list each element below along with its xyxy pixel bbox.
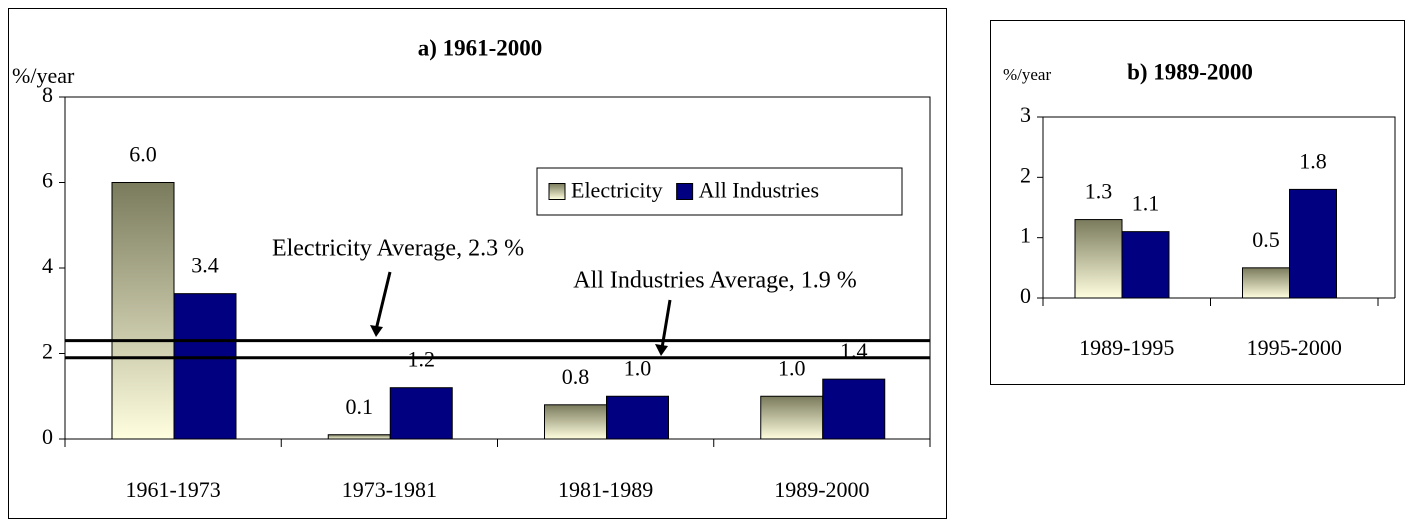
value-label: 1.3 bbox=[1085, 179, 1113, 204]
y-tick-label: 6 bbox=[42, 168, 53, 193]
legend-label: Electricity bbox=[571, 178, 663, 203]
x-tick-label: 1995-2000 bbox=[1247, 335, 1342, 360]
value-label: 0.1 bbox=[346, 394, 374, 419]
y-tick-label: 4 bbox=[42, 253, 53, 278]
plot-frame bbox=[65, 96, 931, 439]
annotation: Electricity Average, 2.3 % bbox=[272, 236, 524, 262]
bar bbox=[606, 395, 669, 440]
y-tick-label: 0 bbox=[1020, 283, 1031, 308]
value-label: 3.4 bbox=[191, 253, 219, 278]
bar bbox=[544, 404, 607, 440]
legend-swatch bbox=[548, 183, 566, 200]
y-tick-label: 2 bbox=[1020, 162, 1031, 187]
bar bbox=[111, 182, 175, 440]
bar bbox=[1289, 188, 1337, 299]
chart-frame bbox=[8, 8, 947, 519]
x-tick-label: 1981-1989 bbox=[558, 477, 653, 502]
value-label: 0.5 bbox=[1252, 227, 1280, 252]
bar bbox=[822, 378, 886, 440]
value-label: 6.0 bbox=[129, 142, 157, 167]
chart-frame bbox=[990, 20, 1405, 385]
annotation: All Industries Average, 1.9 % bbox=[573, 268, 857, 294]
y-axis-label: %/year bbox=[12, 63, 75, 88]
legend-swatch bbox=[676, 183, 694, 200]
bar bbox=[760, 395, 824, 440]
y-tick-label: 2 bbox=[42, 339, 53, 364]
legend-box bbox=[536, 167, 903, 216]
plot-frame bbox=[1043, 116, 1396, 298]
arrow bbox=[374, 271, 392, 331]
bar bbox=[1121, 231, 1170, 299]
bar bbox=[173, 293, 237, 440]
arrow-head bbox=[655, 344, 668, 356]
y-tick-label: 3 bbox=[1020, 102, 1031, 127]
bar bbox=[1242, 267, 1290, 299]
x-tick-label: 1989-2000 bbox=[774, 477, 869, 502]
value-label: 1.1 bbox=[1132, 191, 1160, 216]
legend-label: All Industries bbox=[699, 178, 819, 203]
bar bbox=[327, 434, 391, 440]
bar bbox=[1074, 219, 1123, 299]
chart-title: b) 1989-2000 bbox=[1127, 59, 1253, 84]
y-tick-label: 0 bbox=[42, 424, 53, 449]
y-tick-label: 1 bbox=[1020, 223, 1031, 248]
value-label: 1.0 bbox=[624, 355, 652, 380]
arrow-head bbox=[370, 325, 383, 337]
value-label: 1.0 bbox=[778, 355, 806, 380]
bar bbox=[389, 387, 453, 440]
y-axis-label: %/year bbox=[1003, 65, 1051, 84]
chart-title: a) 1961-2000 bbox=[418, 35, 543, 60]
x-tick-label: 1989-1995 bbox=[1079, 335, 1174, 360]
value-label: 0.8 bbox=[562, 364, 590, 389]
y-tick-label: 8 bbox=[42, 82, 53, 107]
x-tick-label: 1961-1973 bbox=[125, 477, 220, 502]
value-label: 1.8 bbox=[1299, 148, 1327, 173]
x-tick-label: 1973-1981 bbox=[342, 477, 437, 502]
